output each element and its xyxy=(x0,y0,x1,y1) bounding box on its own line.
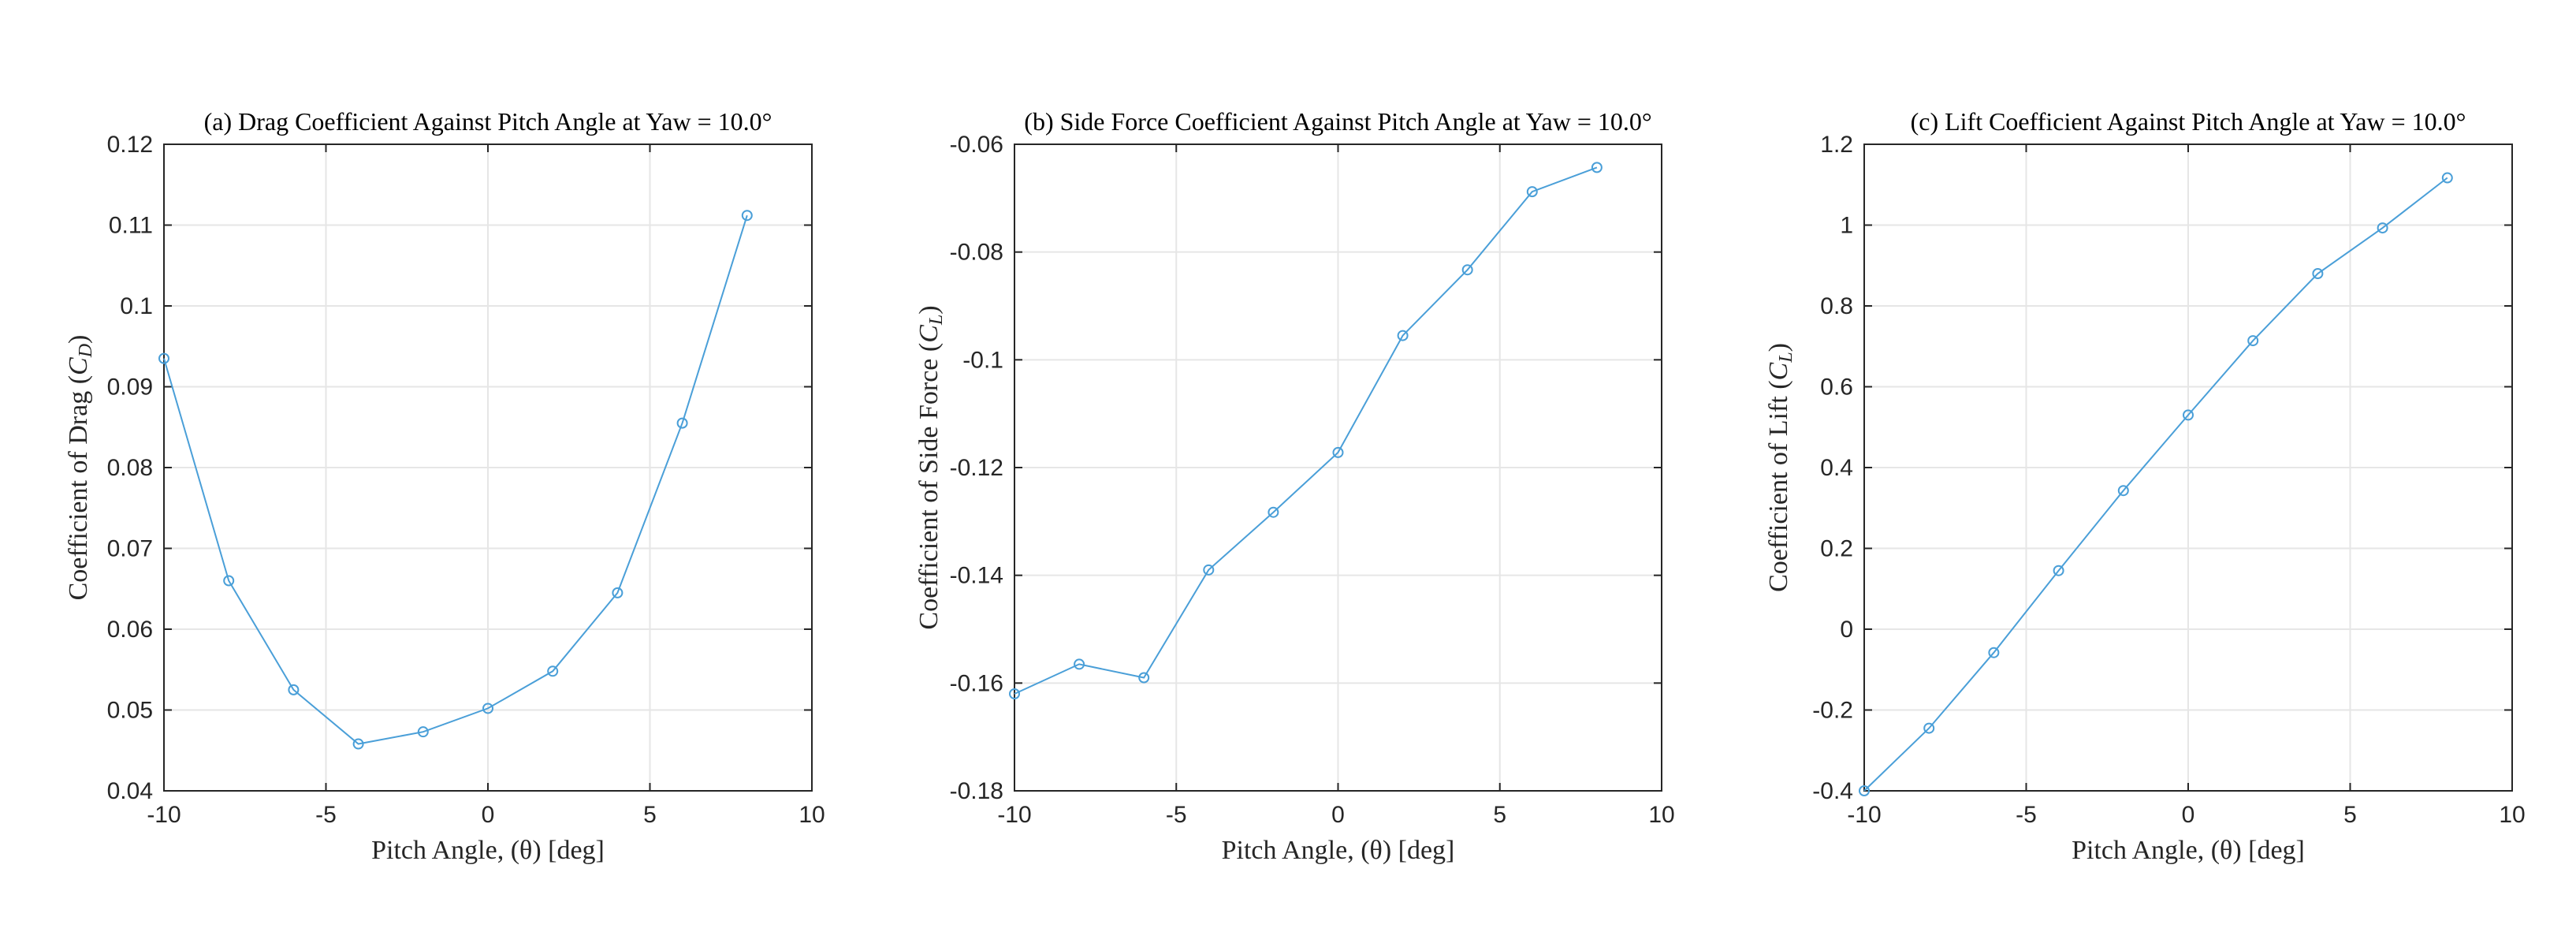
x-tick-label: 0 xyxy=(2182,802,2195,828)
chart-title: (c) Lift Coefficient Against Pitch Angle… xyxy=(1911,107,2466,136)
y-tick-label: 0.07 xyxy=(107,536,153,562)
x-tick-label: 5 xyxy=(1493,802,1506,828)
y-tick-label: 0.1 xyxy=(120,293,153,319)
y-tick-label: -0.12 xyxy=(950,455,1003,481)
x-tick-label: -5 xyxy=(1166,802,1187,828)
data-point xyxy=(2183,409,2194,421)
data-point xyxy=(2312,268,2324,279)
y-tick-label: 0.06 xyxy=(107,617,153,643)
x-tick-label: -10 xyxy=(997,802,1031,828)
y-tick-label: 0.6 xyxy=(1820,375,1853,401)
data-point xyxy=(1859,785,1870,796)
y-axis-label: Coefficient of Drag (CD) xyxy=(64,335,96,601)
y-tick-label: -0.18 xyxy=(950,778,1003,804)
y-tick-label: -0.14 xyxy=(950,563,1003,589)
y-tick-label: -0.06 xyxy=(950,132,1003,158)
y-tick-label: 0.09 xyxy=(107,375,153,401)
subplot-a: -10 -5 0 5 10 0.04 0.05 0.06 0.07 0.08 0.09 0.1 0.11… xyxy=(64,107,825,865)
data-point xyxy=(2117,485,2129,497)
data-point xyxy=(1268,506,1279,518)
data-point xyxy=(482,703,493,714)
subplot-b: -10 -5 0 5 10 -0.18 -0.16 -0.14 -0.12 -0.1 -0.08 -0… xyxy=(914,107,1675,865)
x-tick-label: -5 xyxy=(2016,802,2037,828)
data-point xyxy=(1461,264,1473,276)
data-point xyxy=(612,587,624,598)
x-tick-label: -5 xyxy=(315,802,337,828)
data-point xyxy=(352,738,364,750)
data-point xyxy=(2441,172,2453,184)
y-tick-label: 0.08 xyxy=(107,455,153,481)
x-tick-label: 10 xyxy=(1648,802,1674,828)
x-tick-label: -10 xyxy=(147,802,181,828)
x-tick-label: 10 xyxy=(2499,802,2525,828)
y-tick-label: 1 xyxy=(1840,213,1853,239)
y-tick-label: 0.11 xyxy=(109,213,153,239)
y-tick-label: -0.4 xyxy=(1812,778,1853,804)
data-point xyxy=(1332,446,1344,458)
y-tick-label: 0.05 xyxy=(107,698,153,724)
data-point xyxy=(1074,658,1085,670)
data-point xyxy=(1203,564,1215,576)
data-point xyxy=(1397,330,1409,341)
y-axis-label: Coefficient of Side Force (CL) xyxy=(914,305,947,629)
x-axis-label: Pitch Angle, (θ) [deg] xyxy=(1222,836,1455,865)
data-point xyxy=(1009,688,1020,699)
y-tick-label: 0.4 xyxy=(1820,455,1853,481)
y-tick-label: 0.12 xyxy=(107,132,153,158)
data-point xyxy=(1988,647,2000,658)
data-point xyxy=(158,352,169,364)
series-line xyxy=(163,214,748,745)
series-line xyxy=(1863,177,2448,792)
y-tick-label: -0.1 xyxy=(962,347,1003,373)
x-axis-label: Pitch Angle, (θ) [deg] xyxy=(371,836,605,865)
x-axis-label: Pitch Angle, (θ) [deg] xyxy=(2072,836,2305,865)
y-tick-label: 0.2 xyxy=(1820,536,1853,562)
data-point xyxy=(676,417,688,429)
data-point xyxy=(1138,672,1150,684)
x-tick-label: 10 xyxy=(798,802,825,828)
y-tick-label: -0.2 xyxy=(1812,698,1853,724)
y-tick-label: 0.8 xyxy=(1820,293,1853,319)
y-tick-label: 0.04 xyxy=(107,778,153,804)
x-tick-label: -10 xyxy=(1847,802,1881,828)
y-tick-label: 0 xyxy=(1840,617,1853,643)
data-point xyxy=(288,684,300,695)
x-tick-label: 5 xyxy=(2343,802,2357,828)
data-point xyxy=(2247,335,2259,347)
data-point xyxy=(417,726,429,738)
data-point xyxy=(741,210,753,222)
data-point xyxy=(1526,186,1538,198)
data-point xyxy=(547,665,559,677)
data-point xyxy=(2053,565,2064,576)
x-tick-label: 0 xyxy=(1331,802,1345,828)
subplot-c: -10 -5 0 5 10 -0.4 -0.2 0 0.2 0.4 0.6 0.8 1 1.2 (c) Li… xyxy=(1764,107,2526,865)
data-point xyxy=(1923,722,1935,734)
data-point xyxy=(2377,222,2388,234)
chart-title: (b) Side Force Coefficient Against Pitch… xyxy=(1024,107,1651,136)
y-tick-label: -0.08 xyxy=(950,240,1003,266)
y-tick-label: 1.2 xyxy=(1820,132,1853,158)
data-point xyxy=(223,575,235,587)
y-axis-label: Coefficient of Lift (CL) xyxy=(1764,343,1796,592)
y-tick-label: -0.16 xyxy=(950,670,1003,696)
x-tick-label: 5 xyxy=(643,802,657,828)
chart-title: (a) Drag Coefficient Against Pitch Angle… xyxy=(204,107,772,136)
data-point xyxy=(1591,162,1603,173)
x-tick-label: 0 xyxy=(482,802,495,828)
series-line xyxy=(1014,166,1598,695)
